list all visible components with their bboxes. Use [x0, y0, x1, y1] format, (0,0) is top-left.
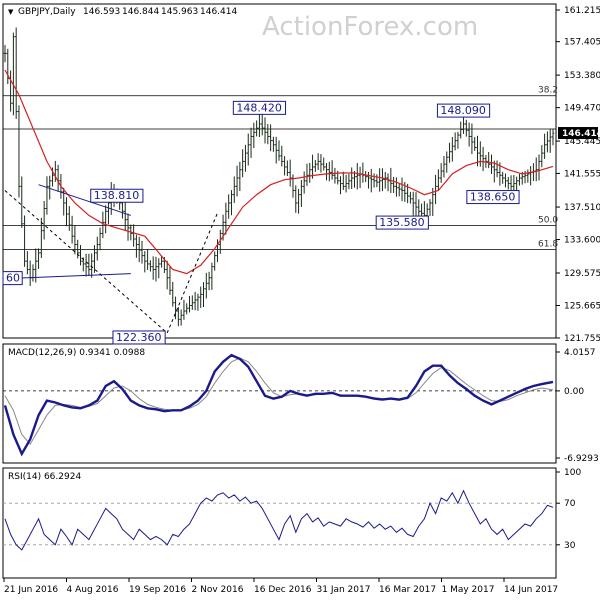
- current-price-label: 146.414: [562, 129, 600, 139]
- fib-level-label: 38.2: [538, 86, 558, 96]
- x-tick-label: 31 Jan 2017: [317, 585, 371, 595]
- annotation-label: 138.650: [470, 191, 515, 204]
- annotation-label: 122.360: [116, 331, 161, 344]
- annotation-box: [90, 188, 144, 203]
- rsi-panel-title: RSI(14) 66.2924: [8, 472, 81, 482]
- annotation-box: [232, 100, 287, 115]
- macd-y-tick-label: -6.9293: [564, 454, 599, 464]
- down-trendline: [38, 184, 131, 216]
- price-y-tick-label: 125.665: [564, 301, 600, 311]
- annotation-box: [2, 271, 23, 286]
- x-tick-label: 1 May 2017: [442, 585, 495, 595]
- rsi-y-tick-label: 100: [564, 468, 581, 478]
- fib-level-label: 61.8: [538, 240, 558, 250]
- annotation-label: 148.090: [440, 104, 486, 117]
- annotation-label: 148.420: [236, 101, 281, 114]
- rsi-line: [4, 489, 554, 551]
- price-y-tick-label: 129.575: [564, 269, 600, 279]
- price-y-tick-label: 145.445: [564, 137, 600, 147]
- x-tick-label: 16 Dec 2016: [254, 585, 312, 595]
- x-axis: 21 Jun 2016 4 Aug 2016 19 Sep 2016 2 Nov 20…: [3, 578, 558, 595]
- ohlc-open: 146.593: [83, 7, 120, 17]
- annotation-box: [436, 103, 491, 118]
- dotted-up-line: [166, 212, 218, 334]
- ohlc-high: 146.844: [122, 7, 159, 17]
- rsi-chart: 100 70 30: [3, 468, 581, 551]
- fib-level-label: 50.0: [538, 215, 558, 225]
- price-y-tick-label: 137.510: [564, 203, 600, 213]
- annotation-label: 138.810: [94, 189, 139, 202]
- price-y-tick-label: 161.215: [564, 6, 600, 16]
- x-tick-label: 16 Mar 2017: [379, 585, 436, 595]
- x-tick-label: 21 Jun 2016: [4, 585, 58, 595]
- macd-y-tick-label: 4.0157: [564, 348, 596, 358]
- macd-chart: 4.0157 0.00 -6.9293: [3, 348, 599, 464]
- annotation-label: 135.580: [379, 216, 425, 229]
- ohlc-close: 146.414: [200, 7, 237, 17]
- price-y-tick-label: 121.755: [564, 334, 600, 344]
- macd-panel: [2, 343, 557, 464]
- rsi-y-tick-label: 70: [564, 499, 576, 509]
- support-trendline: [4, 273, 131, 280]
- price-panel-icon: ▼: [8, 8, 14, 16]
- price-y-tick-label: 133.600: [564, 236, 600, 246]
- rsi-panel: [2, 467, 557, 579]
- annotation-box: [466, 190, 520, 205]
- x-tick-label: 2 Nov 2016: [192, 585, 244, 595]
- price-y-tick-label: 149.470: [564, 104, 600, 114]
- price-panel: [2, 3, 557, 339]
- current-price-tag: [558, 127, 598, 140]
- macd-panel-title: MACD(12,26,9) 0.9341 0.0988: [8, 348, 145, 358]
- annotation-label: 60: [6, 272, 20, 285]
- annotation-box: [375, 215, 429, 230]
- price-y-tick-label: 157.405: [564, 38, 600, 48]
- watermark: ActionForex.com: [262, 12, 478, 42]
- macd-line: [3, 353, 554, 457]
- macd-signal-line: [4, 357, 554, 446]
- annotation-box: [112, 330, 166, 345]
- price-panel-title: GBPJPY,Daily: [18, 7, 76, 17]
- macd-y-tick-label: 0.00: [564, 387, 584, 397]
- x-tick-label: 19 Sep 2016: [129, 585, 186, 595]
- price-chart: 161.215 157.405 153.380 149.470 145.445 141.5…: [2, 6, 600, 345]
- price-y-tick-label: 153.380: [564, 71, 600, 81]
- moving-average-line: [4, 69, 554, 275]
- price-y-tick-label: 141.555: [564, 169, 600, 179]
- x-tick-label: 4 Aug 2016: [67, 585, 119, 595]
- rsi-y-tick-label: 30: [564, 541, 576, 551]
- x-tick-label: 14 Jun 2017: [504, 585, 558, 595]
- ohlc-low: 145.963: [161, 7, 198, 17]
